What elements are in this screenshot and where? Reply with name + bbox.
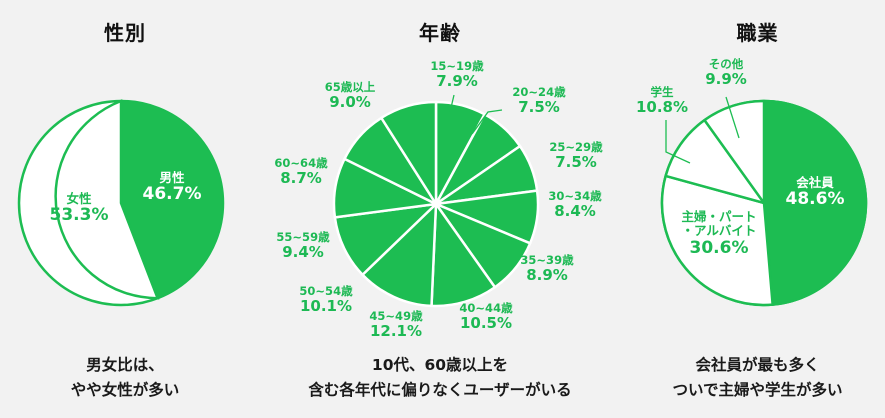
occupation-label-student: 学生 10.8% xyxy=(635,85,689,117)
gender-slice-male xyxy=(120,100,224,299)
occupation-label-homemaker-parttime: 主婦・パート ・アルバイト 30.6% xyxy=(681,209,757,258)
age-label-25-29: 25~29歳 7.5% xyxy=(549,140,603,172)
age-leader-20-24 xyxy=(471,109,503,135)
occupation-slice-student xyxy=(664,118,766,205)
gender-pie-chart xyxy=(17,99,225,307)
age-label-35-39: 35~39歳 8.9% xyxy=(520,253,574,285)
occupation-pie-chart xyxy=(660,96,868,307)
occupation-panel: 職業 会社員 48.6% 主婦・パート ・アルバイト 30.6% 学生 10.8… xyxy=(630,0,885,418)
age-pie-chart xyxy=(332,94,540,308)
occupation-slice-other xyxy=(703,99,766,205)
occupation-label-employee: 会社員 48.6% xyxy=(785,175,845,210)
age-label-30-34: 30~34歳 8.4% xyxy=(548,189,602,221)
occupation-title: 職業 xyxy=(736,21,779,45)
occupation-leader-student xyxy=(665,120,691,164)
occupation-label-other: その他 9.9% xyxy=(705,57,747,89)
age-label-45-49: 45~49歳 12.1% xyxy=(369,309,423,341)
age-panel: 年齢 15~19歳 7.9% 20~24歳 7.5% 25~29歳 7.5% 3… xyxy=(250,0,630,418)
age-label-15-19: 15~19歳 7.9% xyxy=(430,59,484,91)
age-leader-15-19 xyxy=(449,94,455,113)
gender-title: 性別 xyxy=(104,21,146,45)
gender-panel: 性別 男性 46.7% 女性 53.3% 男女比は、 やや女性が多い xyxy=(0,0,250,418)
gender-caption: 男女比は、 やや女性が多い xyxy=(70,356,180,399)
gender-slice-female xyxy=(54,99,160,300)
age-label-40-44: 40~44歳 10.5% xyxy=(459,301,513,333)
age-title: 年齢 xyxy=(419,21,461,45)
gender-label-female: 女性 53.3% xyxy=(49,191,109,226)
age-slice-10 xyxy=(380,100,438,206)
age-label-65-plus: 65歳以上 9.0% xyxy=(324,80,376,112)
occupation-slice-employee xyxy=(762,99,868,306)
occupation-caption: 会社員が最も多く ついで主婦や学生が多い xyxy=(672,356,843,399)
gender-label-male: 男性 46.7% xyxy=(142,170,202,205)
age-label-50-54: 50~54歳 10.1% xyxy=(299,284,353,316)
age-label-55-59: 55~59歳 9.4% xyxy=(276,230,330,262)
age-label-20-24: 20~24歳 7.5% xyxy=(512,85,566,117)
occupation-slice-homemaker xyxy=(660,174,774,307)
age-slice-6 xyxy=(361,202,438,308)
occupation-leader-other xyxy=(725,96,740,139)
age-caption: 10代、60歳以上を 含む各年代に偏りなくユーザーがいる xyxy=(308,356,572,399)
age-label-60-64: 60~64歳 8.7% xyxy=(274,156,328,188)
